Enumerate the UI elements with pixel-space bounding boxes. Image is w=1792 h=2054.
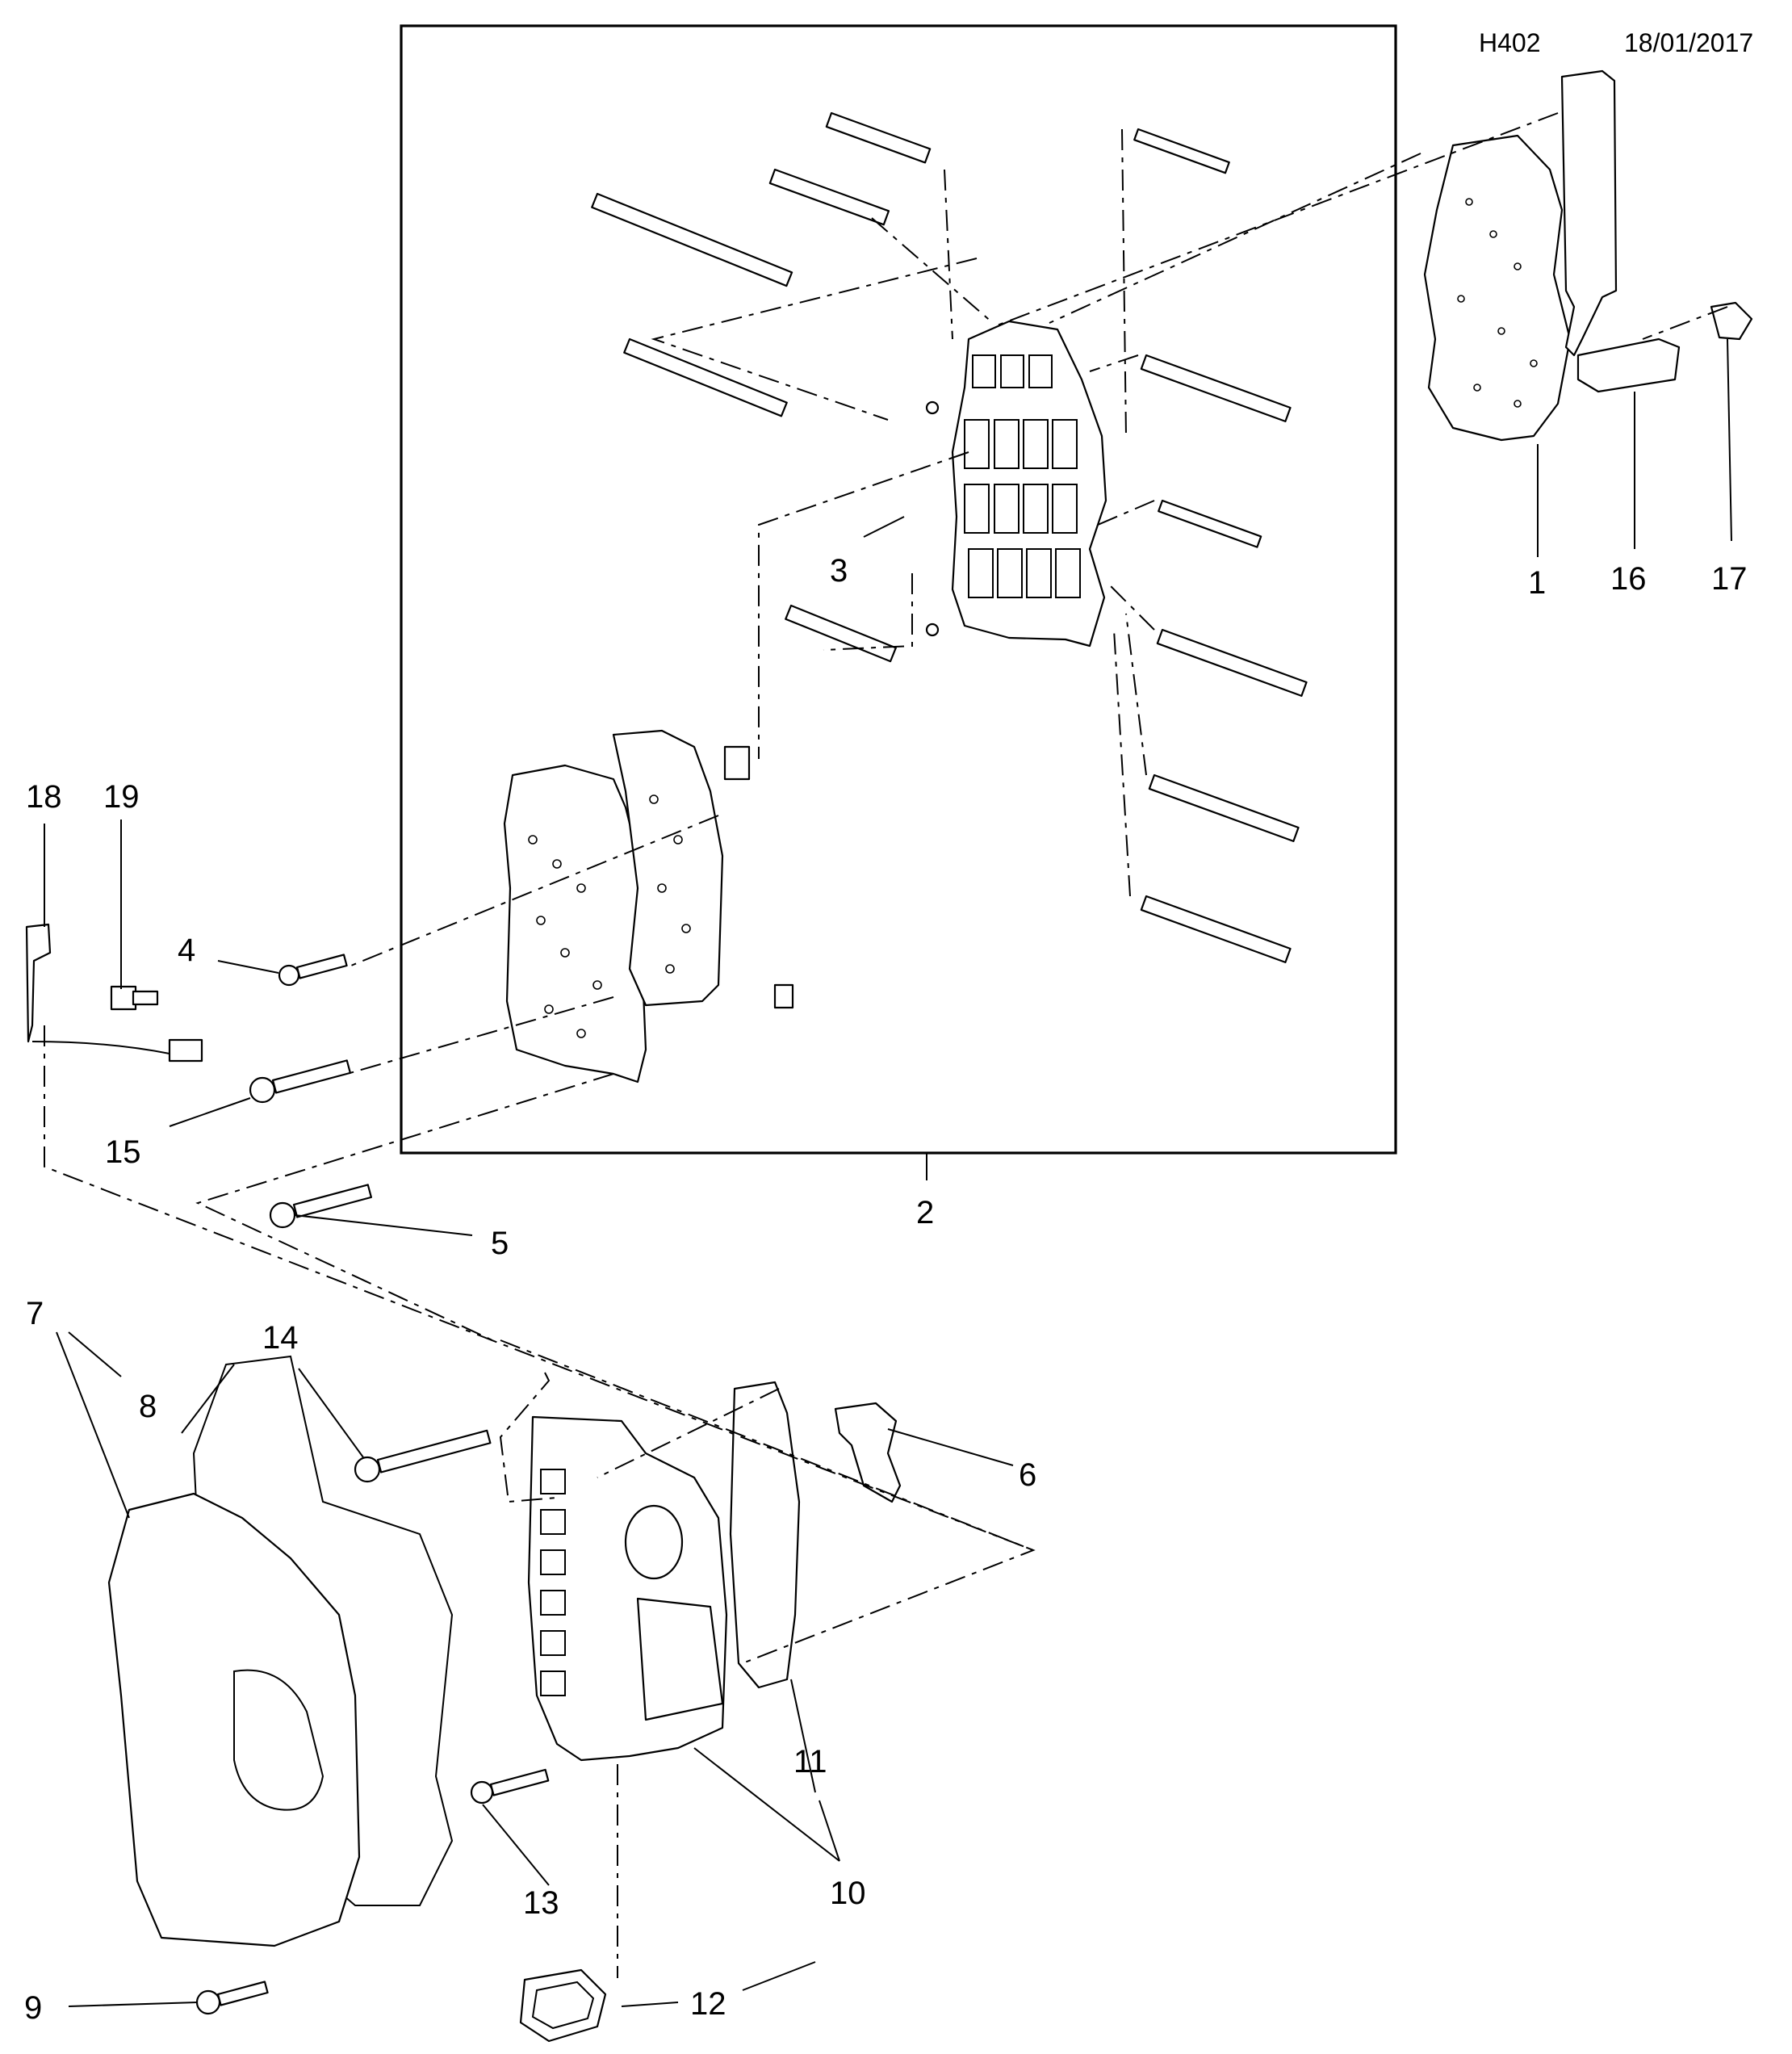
bolt-4 [278, 954, 348, 987]
callout-2: 2 [916, 1195, 934, 1230]
seal-6 [834, 1402, 902, 1503]
callout-19: 19 [103, 779, 140, 815]
callout-6: 6 [1019, 1457, 1036, 1493]
assembly-lines [44, 112, 1728, 1978]
callout-15: 15 [105, 1134, 141, 1170]
callout-14: 14 [262, 1320, 299, 1356]
callout-13: 13 [523, 1885, 559, 1921]
callout-7: 7 [26, 1296, 44, 1331]
callout-3: 3 [830, 553, 848, 589]
seal-17 [1710, 301, 1753, 341]
callout-9: 9 [24, 1990, 42, 2026]
separator-plate-front [503, 764, 647, 1084]
callout-11: 11 [793, 1744, 827, 1779]
bolt-19 [110, 985, 159, 1011]
callout-8: 8 [139, 1389, 157, 1424]
bolt-5 [269, 1184, 373, 1229]
control-module-10 [527, 1415, 728, 1762]
seal-12 [519, 1968, 607, 2043]
callout-5: 5 [491, 1226, 509, 1261]
callout-10: 10 [830, 1876, 866, 1911]
plate-11 [729, 1381, 801, 1689]
diagram-date: 18/01/2017 [1624, 28, 1753, 57]
bolt-9 [195, 1981, 269, 2015]
valve-spool-set [591, 111, 1308, 1009]
separator-plate-rear [612, 729, 724, 1007]
callout-1: 1 [1528, 565, 1546, 601]
callout-4: 4 [178, 933, 195, 968]
diagram-code: H402 [1479, 28, 1541, 57]
callout-12: 12 [690, 1986, 726, 2022]
wire-harness-18 [25, 923, 203, 1063]
bolt-13 [470, 1768, 550, 1805]
separator-plate-1 [1423, 134, 1572, 442]
callout-16: 16 [1610, 561, 1647, 597]
cover-7 [107, 1492, 361, 1947]
plate-holes [528, 794, 691, 1038]
bolt-15 [249, 1059, 352, 1104]
callout-labels: 1 2 3 4 5 6 7 8 9 10 11 12 13 14 15 16 1… [24, 553, 1748, 2026]
leader-lines [44, 338, 1732, 2007]
callout-17: 17 [1711, 561, 1748, 597]
connector-16 [1560, 69, 1681, 393]
callout-18: 18 [26, 779, 62, 815]
valve-body-assembly-frame [400, 24, 1397, 1155]
bolt-14 [354, 1429, 492, 1483]
valve-body-casting [951, 320, 1107, 648]
